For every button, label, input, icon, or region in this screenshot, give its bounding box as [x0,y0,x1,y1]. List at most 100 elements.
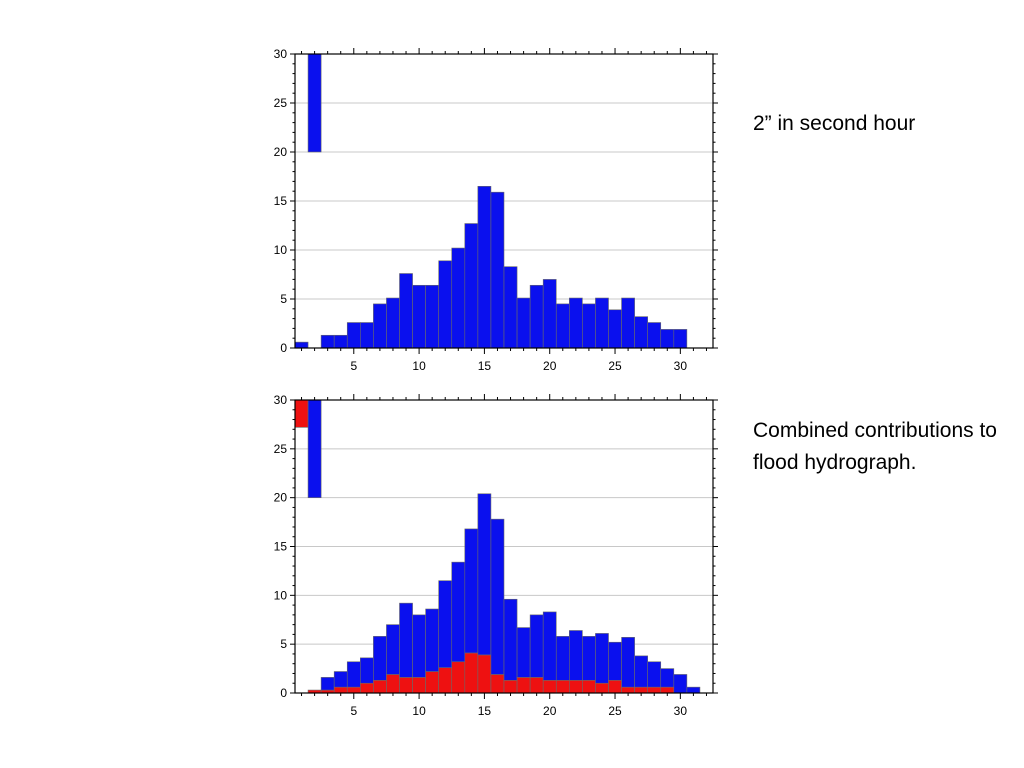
chart-bottom: 5 10 15 20 25 30 0 5 10 15 20 25 30 [274,393,718,718]
bar-blue-19 [529,614,544,678]
y-tick-label: 5 [280,292,287,306]
bar-blue-7 [373,636,387,681]
bar-red-22 [569,680,583,694]
bar-red-9 [399,677,413,694]
bar-blue-17 [503,266,518,349]
bar-blue-12 [438,260,453,349]
bar-blue-21 [555,636,570,681]
bar-blue-6 [360,322,374,349]
y-tick-label: 10 [274,243,288,257]
bar-blue-11 [425,284,439,349]
bar-blue-29 [660,329,675,349]
bar-blue-4 [333,334,348,349]
bar-red-11 [425,671,439,694]
x-tick-label: 15 [478,359,492,373]
bar-red-18 [516,677,531,694]
bar-blue-25 [608,309,622,349]
bar-red-26 [621,686,635,694]
bar-blue-10 [412,614,426,678]
bar-blue-17 [503,598,518,681]
bar-blue-27 [634,316,648,349]
bar-blue-24 [595,297,609,349]
bar-red-27 [634,686,648,694]
bar-blue-13 [451,247,466,349]
bar-blue-30 [673,674,688,694]
bar-red-24 [595,682,609,694]
x-tick-label: 15 [478,704,492,718]
bar-blue-31 [686,686,701,694]
bar-blue-29 [660,668,675,688]
bar-blue-24 [595,633,609,684]
bar-red-28 [647,686,662,694]
bar-blue-14 [464,223,479,349]
x-tick-label: 10 [412,359,426,373]
caption-combined: Combined contributions to flood hydrogra… [753,419,997,474]
bar-blue-25 [608,641,622,681]
bar-blue-20 [542,279,557,349]
y-tick-label: 20 [274,491,288,505]
bar-blue-15 [477,186,492,349]
x-tick-label: 25 [608,704,622,718]
bar-blue-15 [477,493,492,656]
bar-blue-4 [333,671,348,688]
bar-blue-27 [634,655,648,688]
bar-blue-6 [360,657,374,684]
y-tick-label: 20 [274,145,288,159]
x-tick-label: 5 [350,704,357,718]
bar-red-17 [503,680,518,694]
bar-blue-23 [582,636,596,681]
bar-red-13 [451,661,466,694]
bar-blue-23 [582,303,596,349]
y-tick-label: 0 [280,686,287,700]
bar-blue-16 [490,518,505,675]
bar-blue-26 [621,297,635,349]
bar-red-1 [294,399,309,428]
bar-red-12 [438,667,453,694]
x-tick-label: 30 [674,359,688,373]
y-tick-label: 15 [274,540,288,554]
bar-red-19 [529,677,544,694]
y-tick-label: 5 [280,637,287,651]
bar-blue-18 [516,297,531,349]
y-tick-label: 25 [274,96,288,110]
bar-blue-5 [346,322,361,349]
bar-blue-3 [320,334,335,349]
bar-red-6 [360,682,374,694]
bar-blue-16 [490,191,505,349]
x-tick-label: 10 [412,704,426,718]
bar-red-29 [660,686,675,694]
bar-blue-2 [307,53,322,153]
bar-red-16 [490,674,505,694]
bar-blue-22 [569,630,583,681]
bar-red-14 [464,652,479,694]
bar-red-10 [412,677,426,694]
x-tick-label: 30 [674,704,688,718]
bar-red-25 [608,680,622,694]
x-tick-label: 20 [543,704,557,718]
y-tick-label: 30 [274,47,288,61]
y-tick-label: 15 [274,194,288,208]
bar-blue-22 [569,297,583,349]
bar-red-15 [477,654,492,694]
bar-blue-10 [412,284,426,349]
bar-blue-12 [438,580,453,668]
bar-blue-9 [399,602,413,678]
bar-blue-8 [386,624,400,675]
bar-blue-14 [464,528,479,654]
bar-blue-30 [673,329,688,349]
bar-red-5 [346,686,361,694]
bar-blue-13 [451,561,466,663]
bar-red-23 [582,680,596,694]
y-tick-label: 0 [280,341,287,355]
x-tick-label: 25 [608,359,622,373]
bar-red-8 [386,674,400,694]
bar-blue-21 [555,303,570,349]
bar-blue-9 [399,273,413,349]
bar-blue-26 [621,637,635,688]
bar-blue-20 [542,611,557,681]
bar-blue-5 [346,661,361,688]
y-tick-label: 10 [274,588,288,602]
x-tick-label: 20 [543,359,557,373]
bar-red-7 [373,680,387,694]
